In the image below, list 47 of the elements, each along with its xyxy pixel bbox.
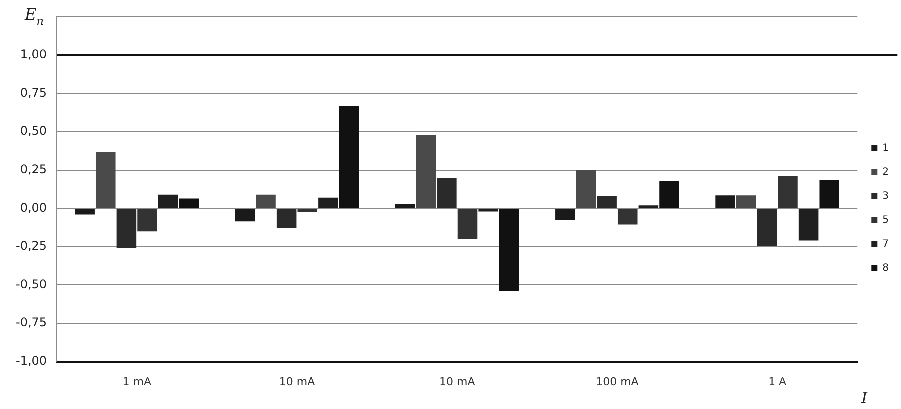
bar <box>416 135 436 208</box>
bar <box>499 209 520 292</box>
legend-label: 8 <box>882 263 890 274</box>
bar <box>158 194 178 208</box>
bar <box>618 209 638 225</box>
y-tick-label: 0,50 <box>20 124 48 138</box>
legend-label: 1 <box>882 143 890 154</box>
bar <box>75 209 95 215</box>
bar <box>820 180 840 208</box>
x-tick-label: 100 mA <box>596 375 640 388</box>
bar <box>556 209 576 220</box>
bar <box>597 196 617 208</box>
bar <box>395 204 416 208</box>
y-tick-label: -0,75 <box>16 316 48 330</box>
bar <box>458 209 478 240</box>
x-tick-label: 1 A <box>768 375 788 388</box>
bar <box>179 198 200 208</box>
x-axis-title: I <box>860 389 869 407</box>
bar <box>660 181 680 208</box>
legend-label: 5 <box>882 215 890 226</box>
x-tick-label: 10 mA <box>439 375 476 388</box>
bar <box>716 196 736 208</box>
legend-label: 7 <box>882 239 890 250</box>
bar <box>798 209 819 241</box>
bar <box>318 198 338 208</box>
y-tick-label: 0,25 <box>20 162 48 176</box>
legend-label: 3 <box>882 191 890 202</box>
bar <box>757 209 778 246</box>
bar <box>736 196 756 208</box>
x-tick-label: 1 mA <box>122 375 152 388</box>
bar <box>256 194 276 208</box>
bar <box>778 176 798 208</box>
bar <box>96 152 116 208</box>
legend-label: 2 <box>882 167 890 178</box>
bar <box>437 178 457 208</box>
y-tick-label: -1,00 <box>16 354 48 368</box>
y-tick-label: -0,50 <box>16 277 48 292</box>
bar <box>235 209 256 222</box>
bar <box>339 106 360 208</box>
bar <box>478 209 498 212</box>
y-tick-label: 0,00 <box>20 200 48 215</box>
y-tick-label: 0,75 <box>20 86 48 100</box>
y-tick-label: 1,00 <box>20 48 48 62</box>
bar <box>638 206 659 208</box>
x-tick-label: 10 mA <box>279 375 316 388</box>
y-tick-label: -0,25 <box>16 239 48 254</box>
bar <box>576 170 596 208</box>
